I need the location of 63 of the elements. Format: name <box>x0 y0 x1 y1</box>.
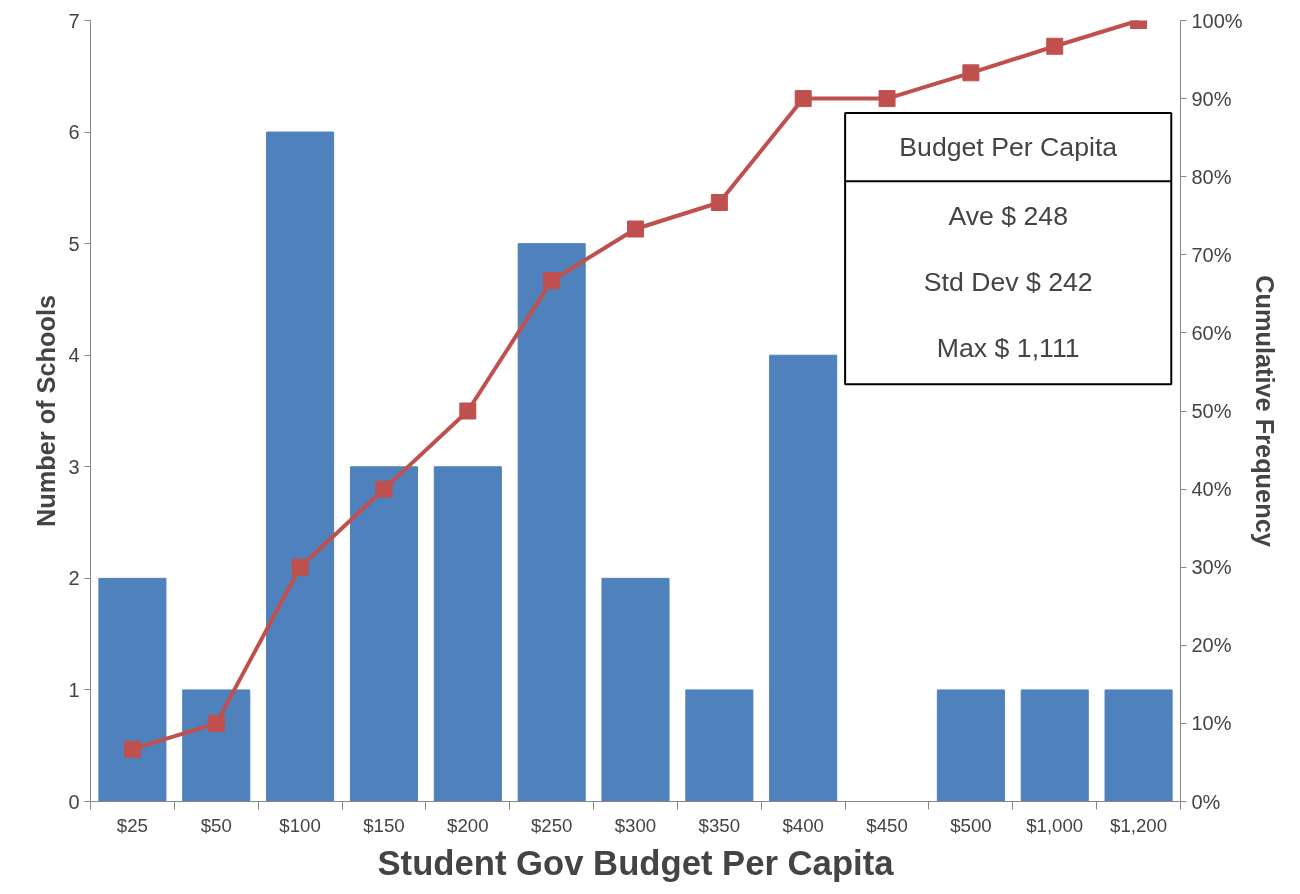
bar <box>349 466 418 802</box>
x-tick-label: $1,200 <box>1110 814 1168 836</box>
y-tick-label: 6 <box>68 121 80 144</box>
x-axis-title: Student Gov Budget Per Capita <box>377 843 895 882</box>
y2-tick-label: 50% <box>1191 400 1232 422</box>
x-tick-label: $450 <box>866 814 908 836</box>
point <box>1046 37 1064 55</box>
y2-tick-label: 90% <box>1191 87 1232 110</box>
point <box>962 64 980 82</box>
point <box>207 714 225 732</box>
point <box>878 90 896 108</box>
bar <box>1020 689 1089 802</box>
y2-tick-label: 100% <box>1191 9 1243 32</box>
x-tick-label: $50 <box>200 814 232 836</box>
annotation: Std Dev $ 242 <box>923 267 1093 298</box>
x-tick-label: $1,000 <box>1026 814 1084 836</box>
point <box>794 90 812 108</box>
y2-tick-label: 80% <box>1191 165 1232 188</box>
bar <box>936 689 1005 802</box>
x-tick-label: $300 <box>614 814 657 836</box>
y-axis-title: Number of Schools <box>32 294 61 528</box>
x-tick-label: $500 <box>950 814 992 836</box>
point <box>291 558 309 576</box>
annotation: Budget Per Capita <box>899 132 1118 163</box>
x-tick-label: $400 <box>782 814 824 836</box>
bar <box>98 577 167 802</box>
annotation: Ave $ 248 <box>948 201 1068 232</box>
point <box>627 220 644 238</box>
y2-tick-label: 20% <box>1191 634 1232 657</box>
y-tick-label: 4 <box>68 344 80 367</box>
y-tick-label: 2 <box>68 567 80 590</box>
bar <box>685 689 754 802</box>
y2-tick-label: 0% <box>1191 790 1221 813</box>
bar <box>769 354 838 802</box>
y-tick-label: 7 <box>68 9 80 32</box>
y-tick-label: 5 <box>68 232 80 255</box>
x-tick-label: $250 <box>530 814 573 836</box>
x-tick-label: $350 <box>698 814 741 836</box>
x-tick-label: $200 <box>447 814 489 836</box>
y2-axis-title: Cumulative Frequency <box>1250 275 1279 547</box>
point <box>710 193 728 211</box>
bar <box>182 689 251 802</box>
bar <box>517 243 586 802</box>
point <box>123 740 141 758</box>
bar <box>601 577 670 802</box>
y2-tick-label: 10% <box>1191 712 1232 735</box>
y-tick-label: 3 <box>68 455 80 478</box>
bar <box>433 466 502 802</box>
y2-tick-label: 70% <box>1191 243 1232 266</box>
y2-tick-label: 60% <box>1191 321 1232 344</box>
x-tick-label: $150 <box>363 814 405 836</box>
bar <box>266 131 335 802</box>
x-tick-label: $25 <box>116 814 148 836</box>
point <box>459 402 477 420</box>
x-tick-label: $100 <box>279 814 321 836</box>
y-tick-label: 1 <box>68 678 80 701</box>
y-tick-label: 0 <box>68 790 80 813</box>
y2-tick-label: 40% <box>1191 478 1232 501</box>
point <box>375 480 393 498</box>
bar <box>1104 689 1173 802</box>
y2-tick-label: 30% <box>1191 556 1232 579</box>
point <box>543 272 561 290</box>
annotation: Max $ 1,111 <box>936 332 1080 363</box>
